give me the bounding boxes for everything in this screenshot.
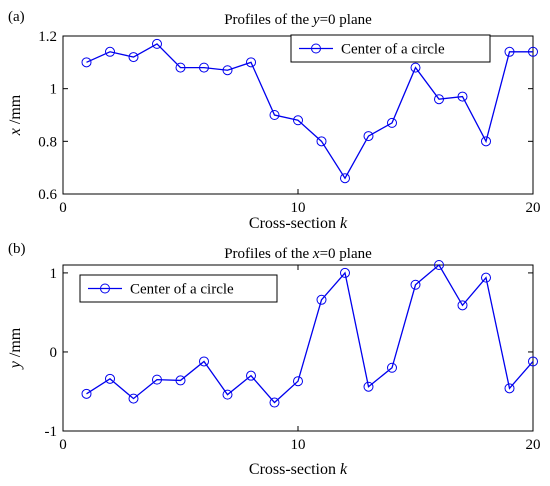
x-axis-title: Cross-section k (249, 215, 348, 232)
y-tick-label: 1 (50, 82, 58, 98)
x-tick-label: 0 (59, 437, 67, 453)
data-point (293, 115, 303, 126)
data-point (316, 136, 327, 147)
data-point (175, 375, 186, 386)
data-point (222, 65, 233, 76)
y-axis-title: x /mm (7, 94, 24, 136)
data-point (434, 94, 444, 105)
data-point (481, 272, 491, 283)
x-tick-label: 20 (526, 437, 541, 453)
x-tick-label: 10 (291, 437, 306, 453)
data-point (410, 279, 421, 290)
y-tick-label: -1 (45, 424, 58, 440)
legend-entry-label: Center of a circle (130, 282, 234, 298)
x-tick-label: 20 (526, 200, 541, 216)
data-point (316, 294, 327, 305)
data-point (387, 362, 397, 373)
chart-title: Profiles of the y=0 plane (224, 12, 372, 28)
legend: Center of a circle (290, 34, 491, 63)
panel-a-chart: 0 10 20 0.6 0.8 1 1.2 Profiles of the y=0 plane… (7, 9, 541, 232)
data-point (128, 393, 139, 404)
legend-entry-label: Center of a circle (341, 42, 445, 58)
data-point (269, 397, 280, 408)
data-point (340, 173, 350, 184)
data-point (457, 300, 468, 311)
data-point (105, 373, 115, 384)
data-point (363, 131, 374, 142)
y-axis-title: y /mm (7, 327, 24, 370)
legend-marker-swatch (311, 43, 321, 54)
series-line (86, 43, 533, 180)
data-point (246, 370, 256, 381)
y-tick-label: 0.6 (38, 187, 57, 203)
data-point (81, 57, 92, 68)
data-point (222, 389, 233, 400)
y-tick-label: 1.2 (38, 29, 57, 45)
chart-title: Profiles of the x=0 plane (224, 246, 372, 262)
y-tick-label: 0 (50, 345, 58, 361)
y-tick-label: 0.8 (38, 134, 57, 150)
legend-box (290, 34, 491, 63)
data-point (81, 388, 92, 399)
data-point (504, 383, 515, 394)
panel-label: (a) (8, 9, 25, 25)
series-line (86, 264, 534, 404)
panel-label: (b) (8, 241, 26, 257)
data-point (528, 356, 538, 367)
data-point (246, 57, 256, 68)
data-point (363, 381, 374, 392)
data-point (199, 356, 209, 367)
data-point (175, 62, 186, 73)
data-point (387, 117, 397, 128)
data-point (293, 376, 303, 387)
data-point (269, 110, 280, 120)
legend: Center of a circle (79, 274, 278, 303)
data-point (481, 136, 491, 147)
x-tick-label: 0 (59, 200, 67, 216)
x-axis-title: Cross-section k (249, 461, 348, 478)
legend-marker-swatch (100, 283, 110, 294)
data-point (199, 62, 209, 73)
data-point (105, 46, 115, 57)
data-point (528, 46, 538, 57)
data-point (152, 38, 162, 49)
data-point (457, 91, 468, 102)
data-point (434, 260, 444, 270)
data-point (410, 62, 421, 73)
data-point (504, 46, 515, 57)
y-tick-label: 1 (50, 266, 58, 282)
data-point (128, 52, 139, 63)
data-point (340, 267, 350, 278)
x-tick-label: 10 (291, 200, 306, 216)
data-point (152, 374, 162, 385)
